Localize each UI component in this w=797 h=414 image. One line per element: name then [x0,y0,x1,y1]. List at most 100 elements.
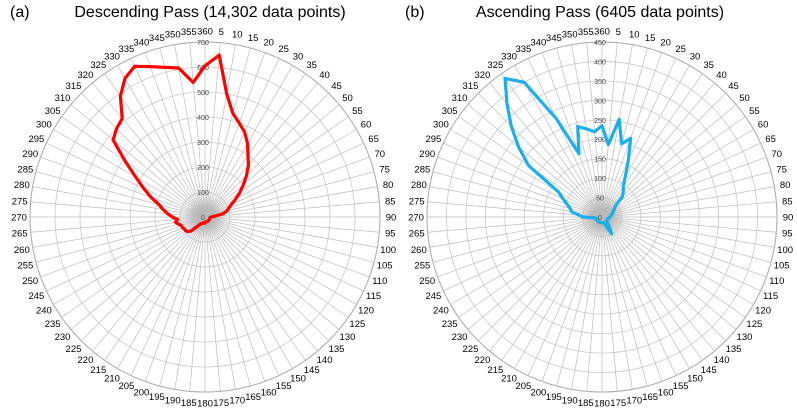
grid-spoke [204,216,280,376]
grid-spoke [571,216,603,390]
angle-label: 20 [263,38,274,49]
angle-label: 245 [425,291,441,302]
grid-spoke [601,65,690,218]
grid-spoke [478,93,603,218]
grid-spoke [601,216,775,248]
grid-spoke [204,216,370,278]
angle-label: 230 [55,332,71,343]
grid-spoke [204,42,221,218]
grid-spoke [501,216,603,361]
angle-label: 220 [475,355,491,366]
grid-spoke [586,216,603,392]
angle-label: 100 [380,245,396,256]
angle-label: 50 [342,93,353,104]
grid-spoke [30,201,206,218]
angle-label: 200 [133,387,149,398]
grid-spoke [527,58,603,218]
angle-label: 355 [578,27,594,38]
angle-label: 185 [578,398,594,409]
grid-spoke [70,216,206,330]
angle-label: 255 [17,261,33,272]
angle-label: 170 [229,396,245,407]
grid-spoke [601,129,754,218]
angle-label: 215 [90,365,106,376]
angle-label: 325 [487,60,503,71]
grid-spoke [130,216,206,376]
angle-label: 345 [546,33,562,44]
angle-label: 100 [777,245,793,256]
grid-spoke [46,216,206,292]
grid-spoke [81,216,206,341]
grid-spoke [467,216,603,330]
angle-label: 115 [763,291,778,302]
angle-label: 120 [358,306,374,317]
angle-label: 195 [546,392,562,403]
angle-label: 335 [515,44,531,55]
grid-spoke [159,47,206,218]
angle-label: 315 [66,81,82,92]
grid-spoke [601,216,746,318]
grid-spoke [514,65,603,218]
angle-label: 175 [610,398,626,409]
grid-spoke [437,156,603,218]
angle-label: 340 [133,38,149,49]
grid-spoke [458,216,603,318]
angle-label: 280 [411,180,427,191]
angle-label: 30 [293,51,304,62]
grid-spoke [40,156,206,218]
grid-spoke [601,156,767,218]
grid-spoke [204,216,378,248]
angle-label: 130 [340,332,356,343]
angle-label: 300 [36,120,52,131]
grid-spoke [204,216,236,390]
angle-label: 85 [782,196,793,207]
grid-spoke [53,216,206,305]
radial-tick-label: 100 [594,176,606,183]
angle-label: 260 [411,245,427,256]
angle-label: 120 [755,306,771,317]
angle-label: 5 [616,27,621,38]
angle-label: 245 [28,291,44,302]
grid-spoke [489,216,603,352]
angle-label: 135 [726,344,742,355]
grid-spoke [204,216,306,361]
angle-label: 295 [28,134,44,145]
angle-label: 105 [774,261,790,272]
angle-label: 55 [352,106,363,117]
grid-spoke [189,42,206,218]
grid-spoke [514,216,603,369]
grid-spoke [541,52,603,218]
angle-label: 10 [629,29,640,40]
grid-spoke [144,52,206,218]
angle-label: 275 [409,196,425,207]
angle-label: 310 [452,93,468,104]
grid-spoke [204,156,370,218]
angle-label: 315 [463,81,479,92]
angle-label: 165 [245,392,261,403]
grid-spoke [204,58,280,218]
angle-label: 280 [14,180,30,191]
radial-tick-label: 350 [594,79,606,86]
angle-label: 275 [12,196,28,207]
angle-label: 5 [219,27,224,38]
grid-spoke [427,201,603,218]
grid-spoke [204,186,378,218]
grid-spoke [92,216,206,352]
grid-spoke [601,216,761,292]
radial-tick-label: 400 [197,115,209,122]
grid-spoke [174,216,206,390]
angle-label: 180 [594,399,610,410]
angle-label: 285 [414,164,430,175]
grid-spoke [204,216,221,392]
angle-label: 140 [317,355,333,366]
angle-label: 45 [728,81,739,92]
angle-label: 200 [530,387,546,398]
angle-label: 155 [276,381,292,392]
angle-label: 270 [11,213,27,224]
angle-label: 20 [660,38,671,49]
angle-label: 75 [379,164,390,175]
angle-label: 125 [746,319,762,330]
grid-spoke [601,73,703,218]
angle-label: 240 [433,306,449,317]
